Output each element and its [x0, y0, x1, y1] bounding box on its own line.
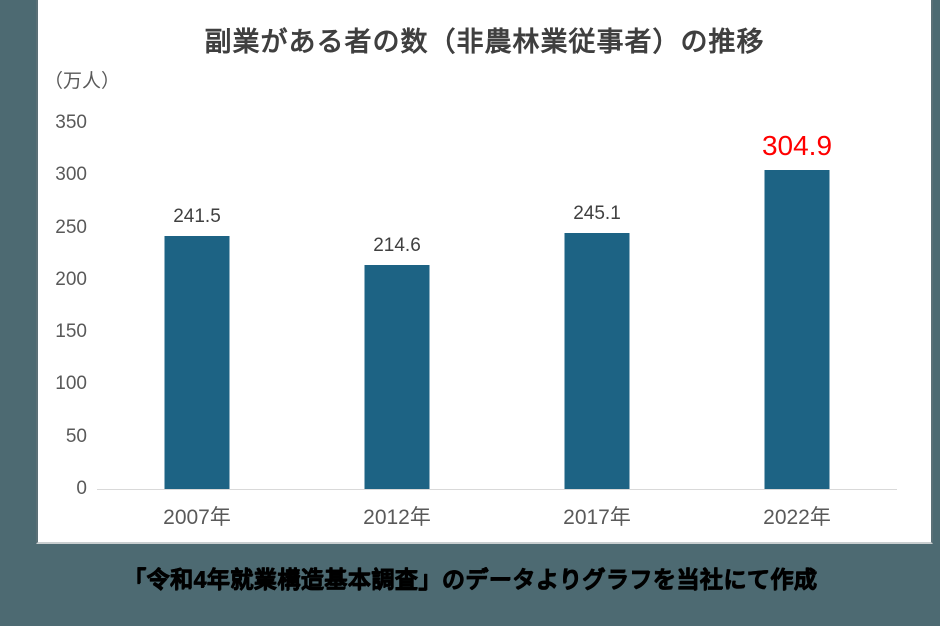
y-axis-tick-labels: 0 50 100 150 200 250 300 350	[41, 112, 87, 499]
y-axis-tick-label: 350	[55, 112, 87, 133]
chart-card: 副業がある者の数（非農林業従事者）の推移 （万人） 0 50 100 150 200 25…	[36, 0, 933, 544]
y-axis-tick-label: 0	[76, 478, 87, 499]
x-axis-label: 2017年	[563, 506, 631, 529]
y-axis-tick-label: 100	[55, 373, 87, 395]
y-axis-tick-label: 150	[55, 321, 87, 343]
bar-slot: 245.1	[497, 123, 697, 489]
bar-value-label: 304.9	[761, 130, 833, 162]
bar-chart-plot: 0 50 100 150 200 250 300 350 241.5 214.6 245.1 304…	[55, 112, 897, 529]
bar-slot: 304.9	[697, 123, 897, 489]
y-axis-tick-label: 50	[65, 425, 87, 447]
bar-value-label: 214.6	[373, 234, 421, 256]
bar-slot: 241.5	[97, 123, 297, 489]
x-axis-label: 2012年	[363, 506, 431, 529]
bar-slot: 214.6	[297, 123, 497, 489]
x-axis-labels: 2007年 2012年 2017年 2022年	[97, 501, 897, 531]
x-axis-label: 2022年	[763, 506, 831, 529]
chart-bar	[364, 264, 430, 489]
bar-value-label: 241.5	[173, 206, 221, 228]
chart-bar	[764, 170, 830, 489]
y-axis-unit-label: （万人）	[44, 71, 121, 92]
x-axis-line	[97, 489, 897, 490]
chart-bar	[164, 236, 230, 489]
y-axis-tick-label: 200	[55, 268, 87, 290]
chart-title: 副業がある者の数（非農林業従事者）の推移	[204, 27, 765, 57]
x-axis-label: 2007年	[163, 506, 231, 529]
y-axis-tick-label: 300	[55, 164, 87, 186]
chart-bar	[564, 232, 630, 489]
bars-container: 241.5 214.6 245.1 304.9	[97, 123, 897, 489]
y-axis-tick-label: 250	[55, 216, 87, 238]
source-caption: 「令和4年就業構造基本調査」のデータよりグラフを当社にて作成	[122, 566, 818, 592]
bar-value-label: 245.1	[573, 202, 621, 224]
